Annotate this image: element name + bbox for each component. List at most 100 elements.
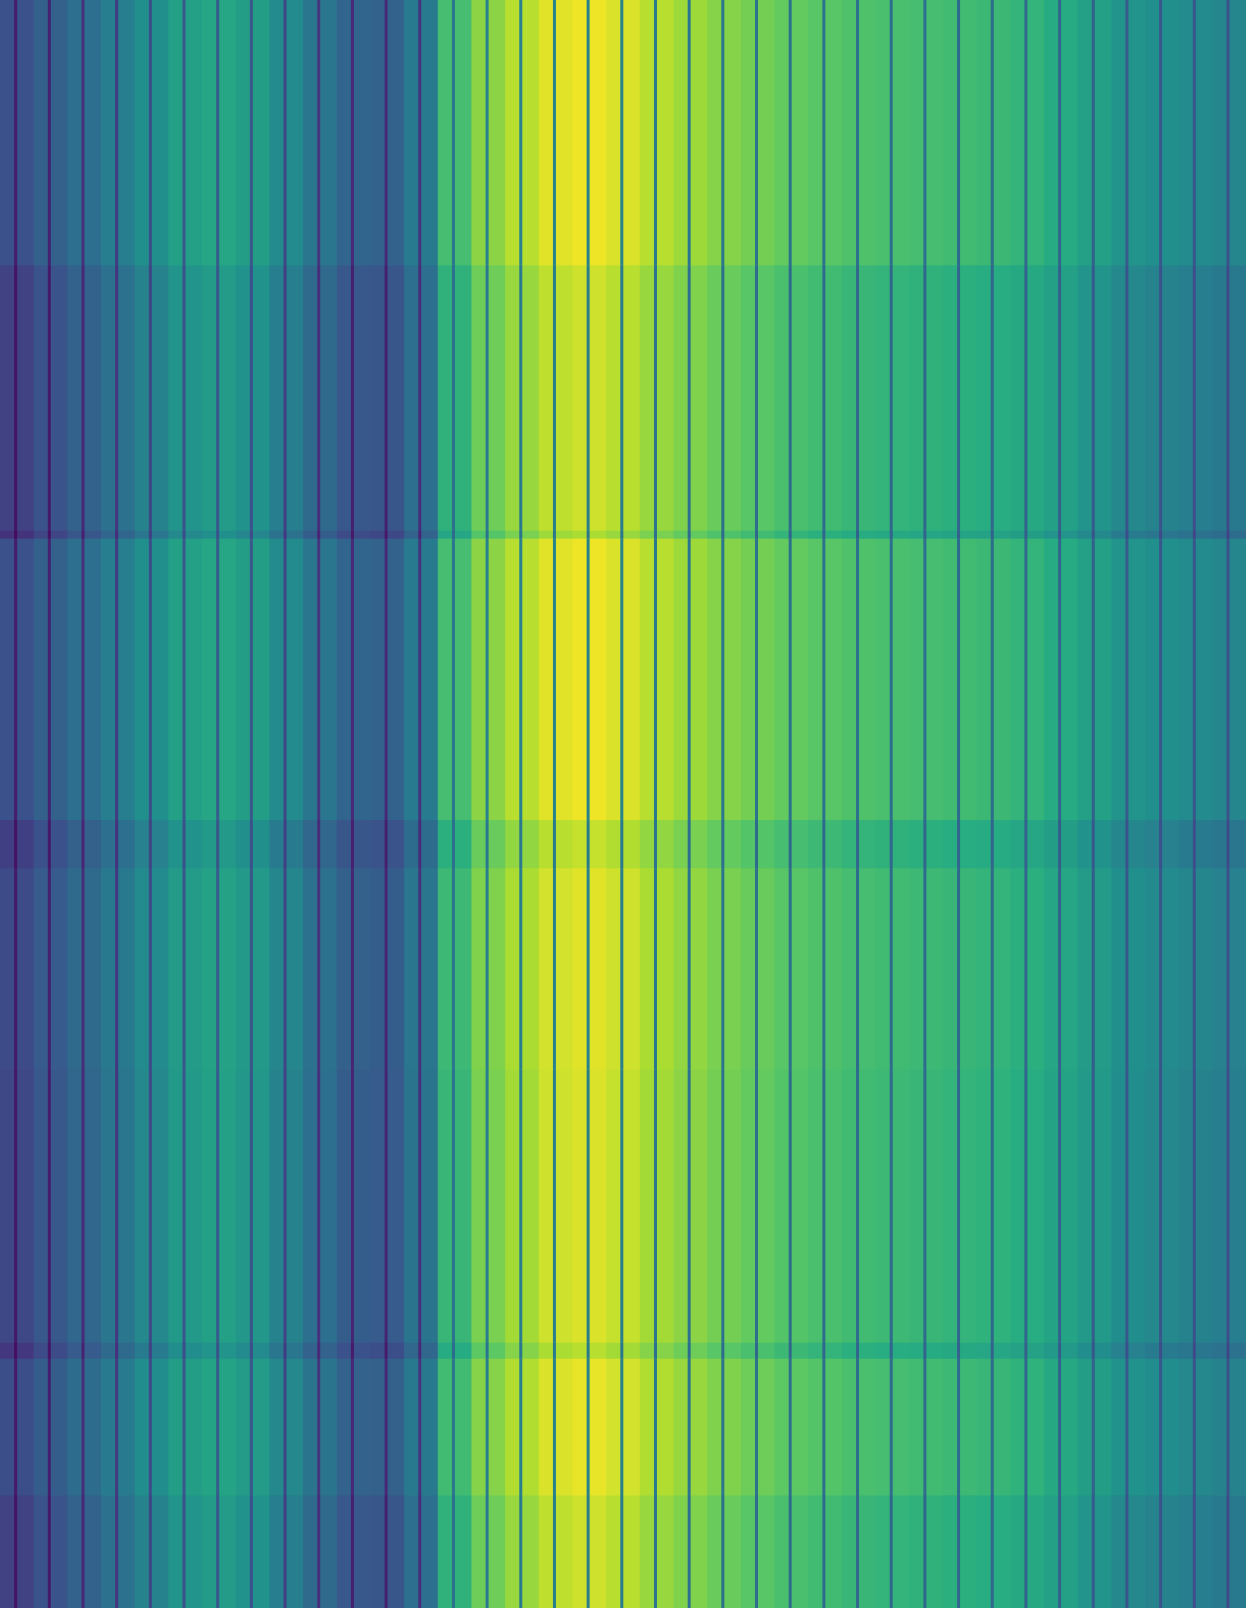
heatmap-cell — [336, 1358, 372, 1497]
heatmap-column-separator — [957, 0, 961, 266]
heatmap-column-separator — [856, 0, 860, 266]
heatmap-column-separator — [1226, 1495, 1230, 1608]
heatmap-column-separator — [586, 868, 590, 1070]
heatmap-column-separator — [14, 1342, 18, 1360]
heatmap-column-separator — [182, 1495, 186, 1608]
heatmap-column-separator — [788, 1342, 792, 1360]
heatmap-column-separator — [552, 265, 556, 532]
heatmap-column-separator — [418, 538, 422, 821]
heatmap-column-separator — [957, 1495, 961, 1608]
heatmap-column-separator — [1226, 530, 1230, 540]
heatmap-column-separator — [1024, 1358, 1028, 1497]
heatmap-column-separator — [856, 538, 860, 821]
heatmap-column-separator — [1192, 820, 1196, 869]
heatmap-column-separator — [519, 1358, 523, 1497]
heatmap-column-separator — [721, 1495, 725, 1608]
heatmap-column-separator — [485, 1495, 489, 1608]
heatmap-column-separator — [283, 0, 287, 266]
heatmap-column-separator — [148, 0, 152, 266]
heatmap-column-separator — [81, 1495, 85, 1608]
heatmap-column-separator — [1091, 538, 1095, 821]
heatmap-column-separator — [1058, 868, 1062, 1070]
heatmap-column-separator — [620, 265, 624, 532]
heatmap-cell — [1111, 1495, 1146, 1608]
heatmap-column-separator — [1024, 538, 1028, 821]
heatmap-column-separator — [1125, 265, 1129, 532]
heatmap-column-separator — [1091, 1495, 1095, 1608]
heatmap-column-separator — [1024, 265, 1028, 532]
heatmap-column-separator — [317, 868, 321, 1070]
heatmap-column-separator — [856, 1358, 860, 1497]
heatmap-cell — [336, 1342, 372, 1360]
heatmap-column-separator — [1125, 1069, 1129, 1344]
heatmap-column-separator — [1058, 538, 1062, 821]
heatmap-cell — [336, 1495, 372, 1608]
heatmap-column-separator — [755, 868, 759, 1070]
heatmap-column-separator — [283, 530, 287, 540]
heatmap-column-separator — [687, 538, 691, 821]
heatmap-column-separator — [451, 538, 455, 821]
heatmap-column-separator — [418, 820, 422, 869]
heatmap-column-separator — [148, 538, 152, 821]
heatmap-column-separator — [586, 820, 590, 869]
heatmap-column-separator — [1058, 530, 1062, 540]
heatmap-column-separator — [47, 530, 51, 540]
heatmap-column-separator — [586, 1358, 590, 1497]
heatmap-column-separator — [889, 530, 893, 540]
heatmap-column-separator — [1192, 868, 1196, 1070]
heatmap-column-separator — [889, 1342, 893, 1360]
heatmap-column-separator — [1091, 1342, 1095, 1360]
heatmap-column-separator — [990, 1069, 994, 1344]
heatmap-column-separator — [889, 538, 893, 821]
heatmap-column-separator — [1058, 1069, 1062, 1344]
heatmap-column-separator — [216, 538, 220, 821]
heatmap-column-separator — [788, 0, 792, 266]
heatmap-column-separator — [81, 1358, 85, 1497]
heatmap-cell — [336, 0, 372, 266]
heatmap-column-separator — [923, 1358, 927, 1497]
heatmap-column-separator — [1192, 538, 1196, 821]
heatmap-column-separator — [990, 868, 994, 1070]
heatmap-column-separator — [1125, 538, 1129, 821]
heatmap-column-separator — [418, 530, 422, 540]
heatmap-column-separator — [283, 1495, 287, 1608]
heatmap-column-separator — [47, 1495, 51, 1608]
heatmap-column-separator — [586, 1495, 590, 1608]
heatmap-column-separator — [115, 538, 119, 821]
heatmap-column-separator — [1226, 0, 1230, 266]
heatmap-column-separator — [552, 0, 556, 266]
heatmap-column-separator — [1159, 1069, 1163, 1344]
heatmap-column-separator — [923, 1069, 927, 1344]
heatmap-column-separator — [1226, 265, 1230, 532]
heatmap-column-separator — [1159, 1495, 1163, 1608]
heatmap-column-separator — [249, 1495, 253, 1608]
heatmap-column-separator — [788, 820, 792, 869]
heatmap-column-separator — [182, 265, 186, 532]
heatmap-column-separator — [1192, 0, 1196, 266]
heatmap-column-separator — [14, 1069, 18, 1344]
heatmap-column-separator — [14, 1358, 18, 1497]
heatmap-column-separator — [317, 1495, 321, 1608]
heatmap-column-separator — [350, 530, 354, 540]
heatmap-column-separator — [216, 530, 220, 540]
heatmap-column-separator — [418, 0, 422, 266]
heatmap-column-separator — [1226, 1358, 1230, 1497]
heatmap-column-separator — [822, 530, 826, 540]
heatmap-column-separator — [350, 1342, 354, 1360]
heatmap-column-separator — [1058, 0, 1062, 266]
heatmap-column-separator — [182, 1358, 186, 1497]
heatmap-column-separator — [552, 530, 556, 540]
heatmap-cell — [336, 868, 372, 1070]
heatmap-column-separator — [418, 868, 422, 1070]
heatmap-column-separator — [788, 265, 792, 532]
heatmap-column-separator — [653, 530, 657, 540]
heatmap-column-separator — [889, 1069, 893, 1344]
heatmap-column-separator — [755, 265, 759, 532]
heatmap-column-separator — [990, 538, 994, 821]
heatmap-column-separator — [317, 265, 321, 532]
heatmap-column-separator — [182, 1342, 186, 1360]
heatmap-column-separator — [856, 1342, 860, 1360]
heatmap-column-separator — [889, 1495, 893, 1608]
heatmap-column-separator — [1226, 538, 1230, 821]
heatmap-column-separator — [384, 530, 388, 540]
